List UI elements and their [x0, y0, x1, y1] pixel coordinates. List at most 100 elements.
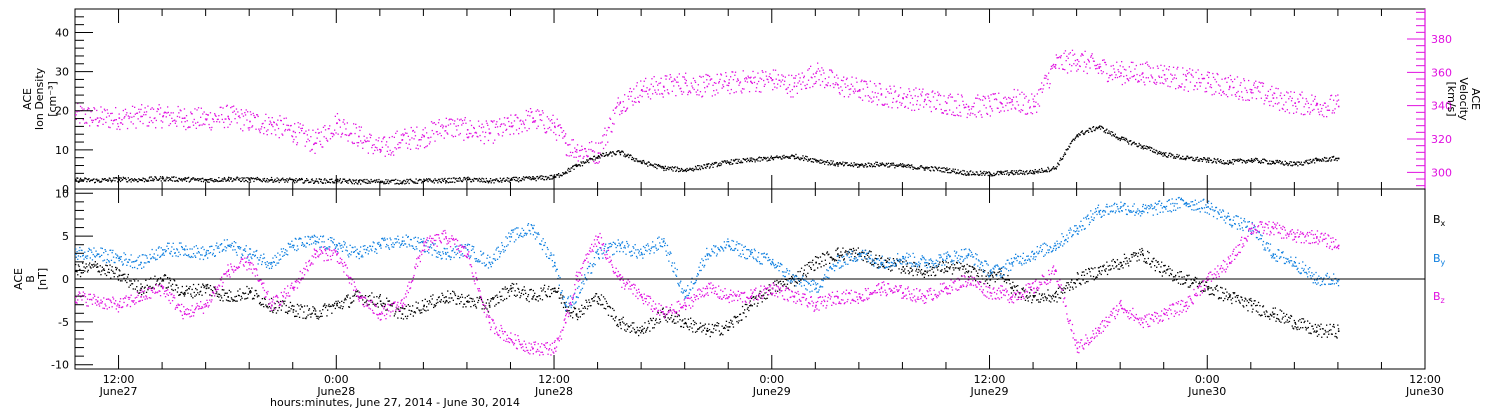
velocity-dot-point: [510, 125, 513, 128]
field-x-dot: [82, 271, 84, 274]
field-x-dot: [247, 293, 249, 295]
velocity-dot: [749, 77, 751, 79]
density-dot: [1099, 125, 1101, 127]
velocity-dot: [164, 111, 167, 114]
density-dot: [678, 168, 680, 170]
velocity-dot: [431, 129, 433, 132]
density-dot: [212, 180, 214, 182]
field-x-dot: [526, 299, 528, 301]
velocity-dot: [555, 133, 557, 136]
velocity-dot: [499, 118, 501, 120]
velocity-dot: [584, 148, 586, 150]
velocity-dot: [196, 109, 198, 111]
velocity-dot: [1127, 78, 1129, 81]
density-dot: [1212, 160, 1215, 163]
velocity-dot: [781, 74, 783, 76]
velocity-dot-point: [445, 125, 447, 128]
density-dot: [506, 179, 508, 181]
density-dot: [181, 180, 183, 182]
density-dot-point: [118, 178, 121, 181]
field-x-dot: [199, 291, 201, 293]
density-dot: [967, 174, 970, 176]
velocity-dot: [301, 127, 303, 129]
density-dot: [203, 179, 205, 181]
field-x-dot: [169, 277, 171, 279]
velocity-dot-point: [140, 115, 142, 118]
field-x-dot: [247, 297, 249, 299]
velocity-dot: [375, 139, 377, 141]
velocity-dot: [360, 126, 362, 128]
density-dot: [213, 181, 215, 183]
field-x-dot: [210, 288, 212, 291]
density-dot: [334, 179, 336, 182]
density-dot: [867, 162, 869, 164]
velocity-dot: [1224, 77, 1227, 79]
field-x-dot: [635, 331, 638, 333]
density-dot: [892, 164, 894, 166]
field-x-dot: [84, 270, 86, 272]
velocity-dot: [1209, 86, 1211, 88]
field-x-dot: [219, 299, 221, 301]
velocity-dot: [1210, 84, 1212, 86]
velocity-dot: [1130, 61, 1133, 63]
field-x-dot: [344, 297, 346, 300]
velocity-dot: [958, 104, 961, 107]
velocity-dot: [256, 114, 258, 116]
density-dot: [313, 182, 315, 184]
velocity-dot: [1274, 102, 1276, 105]
density-dot: [468, 178, 470, 181]
field-x-dot: [652, 327, 654, 329]
velocity-dot: [444, 130, 446, 132]
field-x-dot: [786, 283, 789, 285]
velocity-dot: [542, 112, 544, 114]
velocity-dot: [565, 154, 567, 156]
velocity-dot: [190, 111, 192, 113]
density-dot: [1270, 163, 1272, 165]
velocity-dot: [1194, 85, 1196, 87]
density-dot: [602, 153, 605, 155]
density-dot: [1029, 169, 1031, 172]
density-dot: [682, 169, 685, 172]
density-dot: [776, 155, 778, 157]
density-dot: [1241, 159, 1243, 161]
field-x-dot: [174, 280, 176, 282]
field-x-dot: [440, 299, 442, 301]
density-dot: [788, 157, 790, 159]
velocity-dot-point: [336, 122, 338, 124]
density-dot: [1198, 159, 1200, 161]
velocity-dot: [531, 111, 533, 113]
velocity-dot-point: [815, 72, 817, 74]
density-dot: [1321, 160, 1323, 162]
velocity-dot: [536, 127, 538, 130]
velocity-dot: [216, 118, 219, 121]
density-dot: [1140, 147, 1142, 149]
field-x-dot: [679, 319, 681, 321]
field-x-dot: [331, 312, 333, 314]
density-dot: [1321, 158, 1324, 160]
density-dot: [295, 178, 297, 180]
density-dot: [293, 179, 295, 181]
field-x-dot: [532, 289, 534, 292]
velocity-dot: [379, 151, 381, 153]
velocity-dot: [873, 96, 875, 98]
field-x-dot: [379, 294, 381, 296]
density-dot-point: [336, 180, 338, 182]
velocity-dot: [831, 70, 833, 72]
density-dot: [395, 178, 397, 181]
field-x-dot: [350, 302, 353, 304]
velocity-dot: [1278, 102, 1280, 104]
velocity-dot: [923, 106, 925, 108]
velocity-dot-point: [684, 82, 687, 84]
density-dot: [1070, 142, 1072, 144]
density-dot: [593, 155, 595, 158]
density-dot: [930, 166, 932, 168]
field-x-dot: [839, 254, 841, 257]
density-dot: [406, 178, 408, 181]
density-dot: [1209, 159, 1211, 161]
density-dot: [1128, 143, 1130, 145]
velocity-dot: [145, 111, 148, 113]
density-dot: [1168, 152, 1170, 155]
field-x-dot: [854, 256, 856, 258]
density-dot: [853, 162, 855, 164]
field-x-dot: [103, 269, 106, 271]
